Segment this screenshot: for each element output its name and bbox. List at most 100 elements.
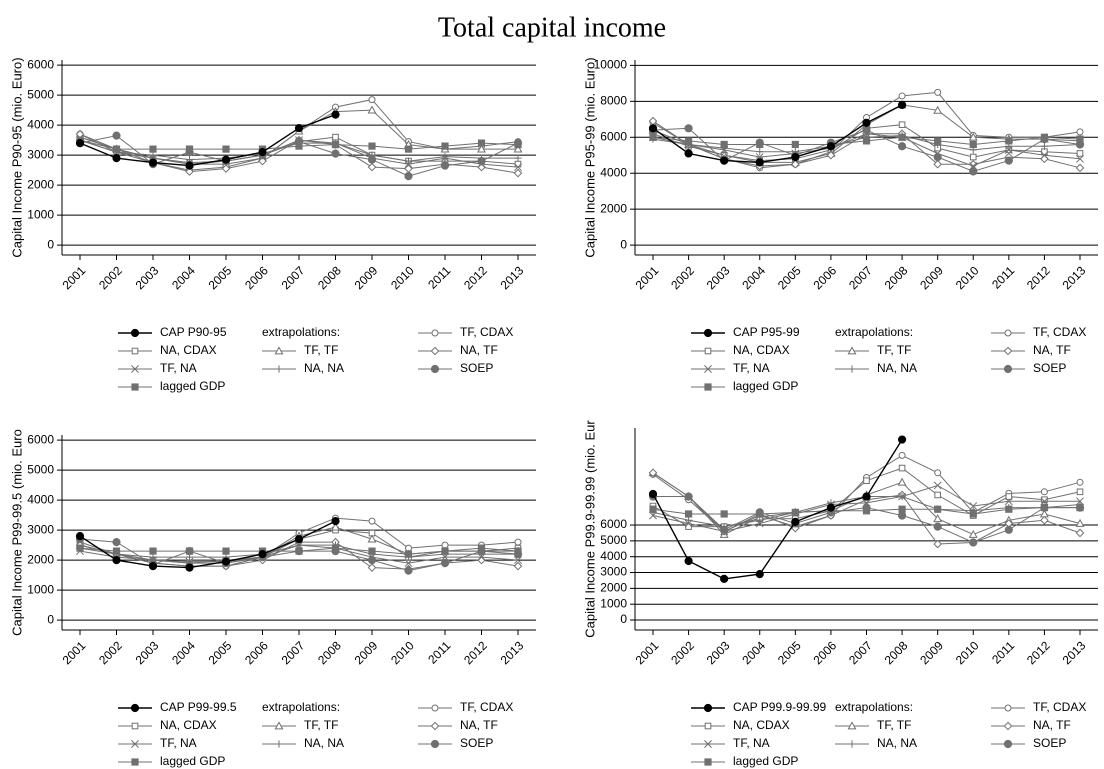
point xyxy=(720,525,729,534)
point xyxy=(933,105,943,114)
x-tick-label: 2011 xyxy=(425,263,453,291)
y-axis-title: Capital Income P99.9-99.99 (mio. Eur xyxy=(582,420,597,638)
point xyxy=(1003,364,1013,374)
point xyxy=(1005,505,1013,513)
x-tick-label: 2007 xyxy=(846,638,875,667)
y-tick-label: 1000 xyxy=(27,207,54,221)
legend-label: NA, TF xyxy=(1033,718,1071,732)
point xyxy=(863,477,870,485)
legend-heading: extrapolations: xyxy=(262,700,340,714)
x-tick-label: 2006 xyxy=(242,263,271,292)
point xyxy=(513,561,523,571)
point xyxy=(1075,518,1085,527)
x-tick-label: 2010 xyxy=(388,263,417,292)
point xyxy=(367,556,377,565)
point xyxy=(1076,154,1084,163)
point xyxy=(791,152,800,162)
point xyxy=(756,516,764,524)
point xyxy=(862,118,871,128)
point xyxy=(221,164,231,173)
x-tick-label: 2005 xyxy=(206,638,235,667)
y-tick-label: 6000 xyxy=(600,129,627,143)
point xyxy=(514,556,522,565)
point xyxy=(826,150,836,160)
legend-label: CAP P99-99.5 xyxy=(160,700,237,714)
point xyxy=(1003,739,1013,749)
point xyxy=(969,140,977,149)
x-tick-label: 2013 xyxy=(1060,638,1089,667)
point xyxy=(898,121,906,129)
x-tick-label: 2002 xyxy=(96,638,125,667)
point xyxy=(791,140,799,149)
point xyxy=(649,133,657,141)
x-tick-label: 2008 xyxy=(882,263,911,292)
legend-label: lagged GDP xyxy=(733,379,798,393)
x-tick-label: 2010 xyxy=(388,638,417,667)
legend-label: TF, CDAX xyxy=(460,700,513,714)
point xyxy=(1003,721,1013,731)
point xyxy=(514,160,522,168)
point xyxy=(112,538,121,547)
point xyxy=(649,505,657,513)
point xyxy=(131,758,139,766)
point xyxy=(367,105,377,114)
x-tick-label: 2003 xyxy=(133,638,162,667)
point xyxy=(898,92,906,100)
y-tick-label: 6000 xyxy=(600,517,627,531)
x-tick-label: 2004 xyxy=(739,263,768,292)
point xyxy=(862,492,871,501)
point xyxy=(1005,137,1013,145)
point xyxy=(755,158,764,167)
point xyxy=(684,510,693,518)
point xyxy=(826,503,836,512)
x-tick-label: 2002 xyxy=(668,638,697,667)
x-tick-label: 2001 xyxy=(60,638,89,667)
point xyxy=(331,141,340,149)
point xyxy=(430,739,440,749)
point xyxy=(404,566,413,575)
point xyxy=(1076,150,1084,157)
legend-label: TF, NA xyxy=(160,736,197,750)
point xyxy=(185,547,194,555)
y-tick-label: 1000 xyxy=(27,582,54,596)
legend-label: NA, CDAX xyxy=(160,343,217,357)
point xyxy=(274,346,284,355)
point xyxy=(185,563,194,572)
point xyxy=(756,140,764,149)
point xyxy=(149,145,157,153)
y-tick-label: 5000 xyxy=(27,462,54,476)
legend-label: SOEP xyxy=(460,736,493,750)
point xyxy=(1040,488,1048,496)
x-tick-label: 2007 xyxy=(279,263,308,292)
point xyxy=(897,435,907,444)
x-tick-label: 2002 xyxy=(96,263,125,292)
x-tick-label: 2009 xyxy=(352,263,381,292)
point xyxy=(367,162,377,172)
legend-heading: extrapolations: xyxy=(835,325,913,339)
x-tick-label: 2003 xyxy=(133,263,162,292)
point xyxy=(969,538,978,547)
x-tick-label: 2010 xyxy=(953,263,982,292)
legend-label: NA, NA xyxy=(304,361,344,375)
point xyxy=(1075,163,1085,173)
figure-title: Total capital income xyxy=(438,12,666,43)
point xyxy=(1076,128,1084,136)
point xyxy=(1075,528,1085,538)
point xyxy=(685,523,692,530)
legend-label: SOEP xyxy=(460,361,493,375)
x-tick-label: 2011 xyxy=(989,638,1017,666)
point xyxy=(440,161,450,170)
point xyxy=(477,544,486,552)
point xyxy=(185,161,194,170)
point xyxy=(131,740,139,748)
point xyxy=(968,529,978,538)
point xyxy=(704,740,712,748)
x-tick-label: 2005 xyxy=(775,263,804,292)
point xyxy=(76,544,84,552)
x-tick-label: 2013 xyxy=(498,263,527,292)
x-tick-label: 2008 xyxy=(882,638,911,667)
legend-label: TF, TF xyxy=(304,718,338,732)
point xyxy=(130,703,140,713)
